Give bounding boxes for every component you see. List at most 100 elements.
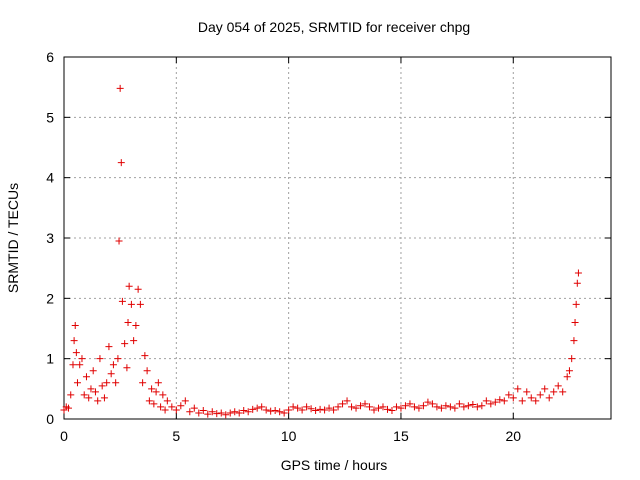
x-tick-label: 5 xyxy=(172,428,180,444)
y-tick-label: 1 xyxy=(46,351,54,367)
data-point xyxy=(258,403,266,411)
data-point xyxy=(161,406,169,414)
data-point xyxy=(496,396,504,404)
data-point xyxy=(383,405,391,413)
data-point xyxy=(563,373,571,381)
data-point xyxy=(94,397,102,405)
data-point xyxy=(240,407,248,415)
data-point xyxy=(392,403,400,411)
data-point xyxy=(433,403,441,411)
data-point xyxy=(105,343,113,351)
data-point xyxy=(487,400,495,408)
data-point xyxy=(280,409,288,417)
data-point xyxy=(541,385,549,393)
data-point xyxy=(401,402,409,410)
data-point xyxy=(397,404,405,412)
data-point xyxy=(103,379,111,387)
data-point xyxy=(148,385,156,393)
data-point xyxy=(518,397,526,405)
data-points xyxy=(60,84,582,419)
data-point xyxy=(163,397,171,405)
data-point xyxy=(150,400,158,408)
data-point xyxy=(127,300,135,308)
data-point xyxy=(428,400,436,408)
data-point xyxy=(100,394,108,402)
data-point xyxy=(226,409,234,417)
data-point xyxy=(325,404,333,412)
data-point xyxy=(565,367,573,375)
data-point xyxy=(550,388,558,396)
data-point xyxy=(491,398,499,406)
data-point xyxy=(190,404,198,412)
data-point xyxy=(117,159,125,167)
data-point xyxy=(509,394,517,402)
data-point xyxy=(554,382,562,390)
data-point xyxy=(71,321,79,329)
data-point xyxy=(294,404,302,412)
data-point xyxy=(361,400,369,408)
data-point xyxy=(330,406,338,414)
data-point xyxy=(136,300,144,308)
data-point xyxy=(125,282,133,290)
data-point xyxy=(570,337,578,345)
data-point xyxy=(80,391,88,399)
data-point xyxy=(464,402,472,410)
x-axis-ticks: 0 5 10 15 20 xyxy=(60,57,521,444)
data-point xyxy=(339,400,347,408)
data-point xyxy=(159,391,167,399)
data-point xyxy=(285,406,293,414)
data-point xyxy=(307,405,315,413)
y-tick-label: 3 xyxy=(46,230,54,246)
data-point xyxy=(195,409,203,417)
y-tick-label: 4 xyxy=(46,170,54,186)
y-tick-label: 2 xyxy=(46,290,54,306)
data-point xyxy=(72,349,80,357)
data-point xyxy=(298,406,306,414)
data-point xyxy=(152,388,160,396)
data-point xyxy=(357,402,365,410)
data-point xyxy=(96,355,104,363)
data-point xyxy=(568,355,576,363)
data-point xyxy=(235,409,243,417)
data-point xyxy=(85,394,93,402)
data-point xyxy=(388,407,396,415)
data-point xyxy=(249,405,257,413)
data-point xyxy=(112,379,120,387)
data-point xyxy=(141,352,149,360)
x-axis-label: GPS time / hours xyxy=(281,457,388,473)
plot-frame xyxy=(63,56,612,420)
y-axis-ticks: 0 1 2 3 4 5 6 xyxy=(46,49,611,427)
data-point xyxy=(343,397,351,405)
data-point xyxy=(73,379,81,387)
data-point xyxy=(91,388,99,396)
data-point xyxy=(121,340,129,348)
data-point xyxy=(321,406,329,414)
y-tick-label: 0 xyxy=(46,411,54,427)
data-point xyxy=(424,398,432,406)
data-point xyxy=(139,379,147,387)
data-point xyxy=(523,388,531,396)
data-point xyxy=(64,404,72,412)
data-point xyxy=(109,361,117,369)
data-point xyxy=(168,403,176,411)
x-tick-label: 0 xyxy=(60,428,68,444)
data-point xyxy=(446,403,454,411)
data-point xyxy=(536,391,544,399)
data-point xyxy=(460,403,468,411)
data-point xyxy=(419,402,427,410)
data-point xyxy=(559,388,567,396)
x-tick-label: 20 xyxy=(505,428,521,444)
y-tick-label: 6 xyxy=(46,49,54,65)
data-point xyxy=(69,361,77,369)
data-point xyxy=(172,406,180,414)
grid-lines xyxy=(64,57,611,419)
data-point xyxy=(505,391,513,399)
chart-title: Day 054 of 2025, SRMTID for receiver chp… xyxy=(198,19,470,35)
data-point xyxy=(276,408,284,416)
data-point xyxy=(253,404,261,412)
data-point xyxy=(406,400,414,408)
data-point xyxy=(442,402,450,410)
data-point xyxy=(199,407,207,415)
data-point xyxy=(157,403,165,411)
